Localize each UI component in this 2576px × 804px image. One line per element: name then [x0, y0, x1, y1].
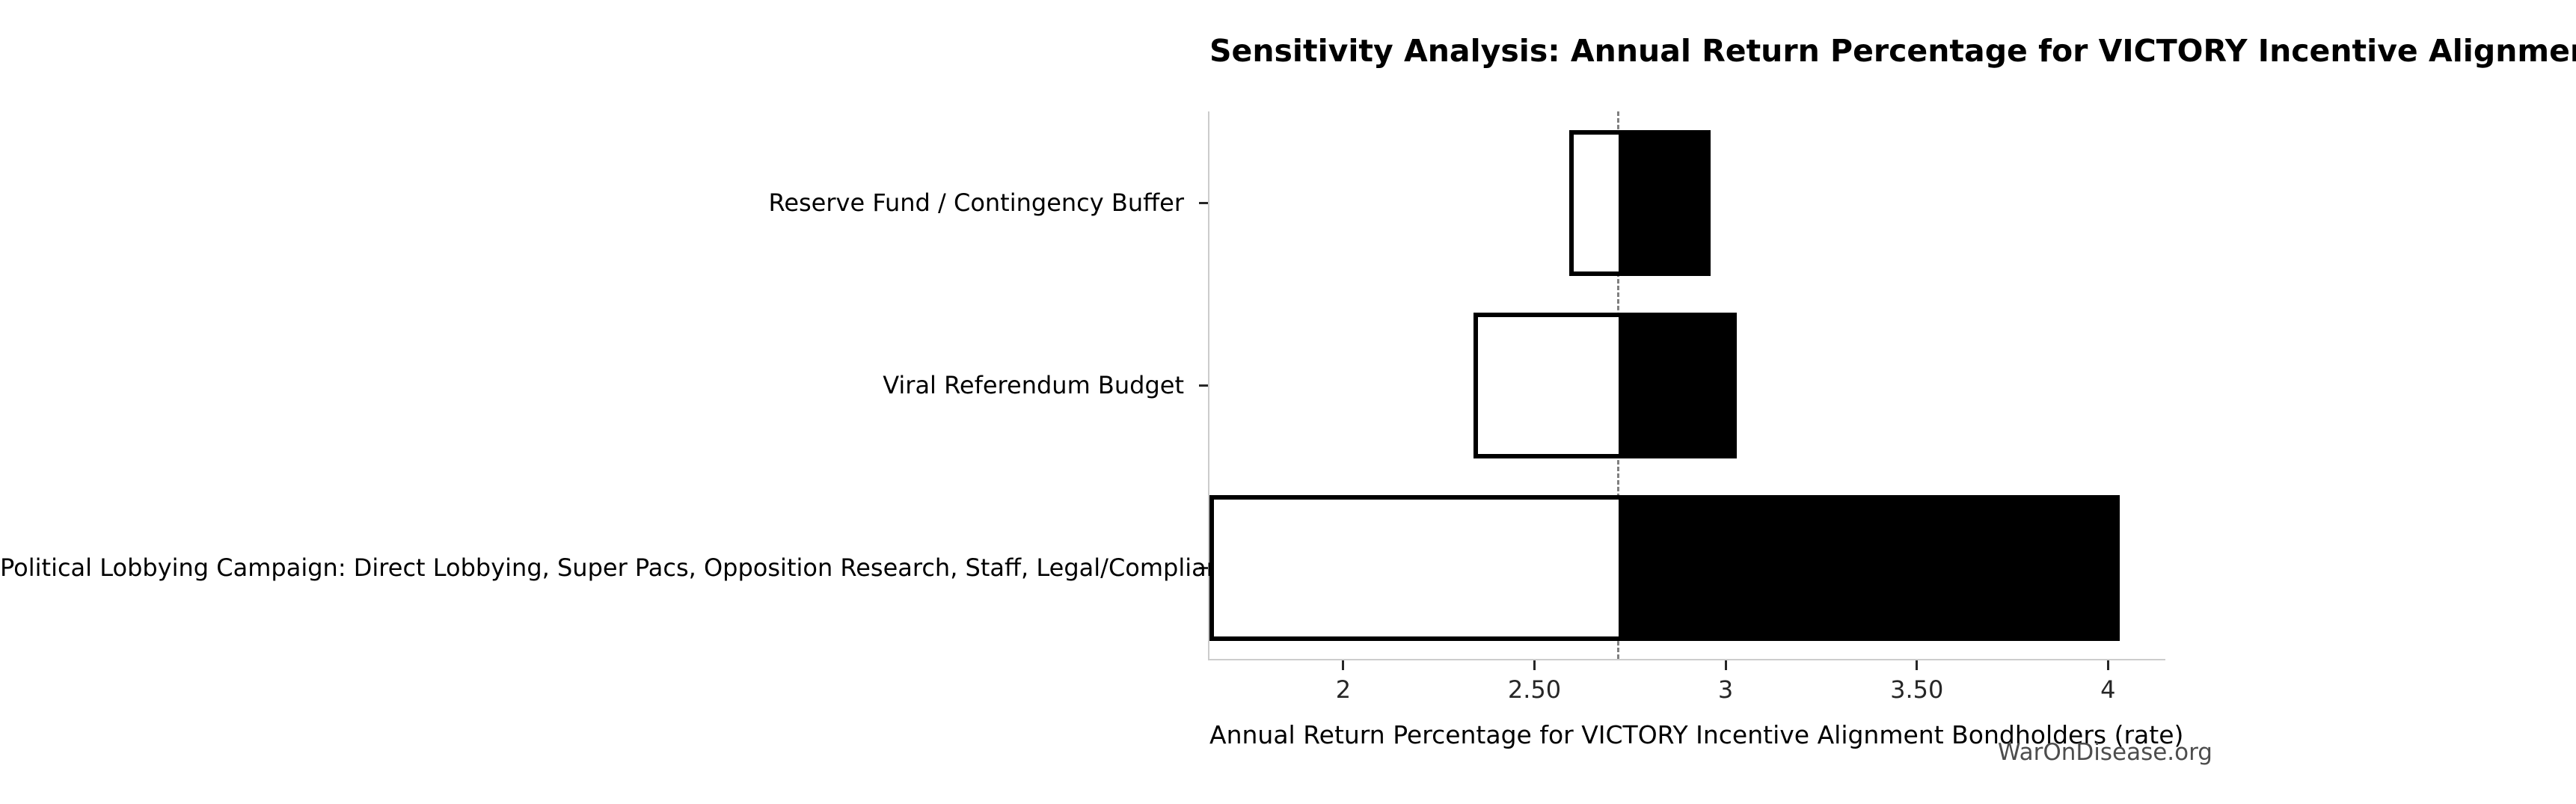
y-axis-spine	[1208, 111, 1209, 660]
plot-area	[1209, 111, 2165, 659]
tornado-bar-upper-fill	[1618, 129, 1711, 276]
watermark: WarOnDisease.org	[1997, 739, 2212, 766]
category-label: Political Lobbying Campaign: Direct Lobb…	[0, 553, 1250, 582]
x-tick	[1342, 660, 1345, 670]
x-tick	[2106, 660, 2109, 670]
chart-title: Sensitivity Analysis: Annual Return Perc…	[1209, 33, 2576, 69]
x-tick	[1724, 660, 1727, 670]
x-tick-label: 3.50	[1890, 675, 1944, 704]
y-tick	[1199, 384, 1208, 387]
x-axis-title: Annual Return Percentage for VICTORY Inc…	[1209, 720, 2184, 749]
tornado-bar-upper-fill	[1618, 312, 1738, 458]
y-tick	[1199, 201, 1208, 204]
x-tick	[1533, 660, 1536, 670]
x-tick-label: 4	[2100, 675, 2116, 704]
x-axis-spine	[1208, 659, 2165, 660]
category-label: Viral Referendum Budget	[883, 371, 1184, 399]
x-tick-label: 2.50	[1507, 675, 1562, 704]
y-tick	[1199, 566, 1208, 569]
x-tick-label: 3	[1717, 675, 1734, 704]
category-label: Reserve Fund / Contingency Buffer	[768, 188, 1184, 217]
tornado-bar-upper-fill	[1618, 494, 2120, 641]
x-tick-label: 2	[1335, 675, 1352, 704]
x-tick	[1916, 660, 1919, 670]
